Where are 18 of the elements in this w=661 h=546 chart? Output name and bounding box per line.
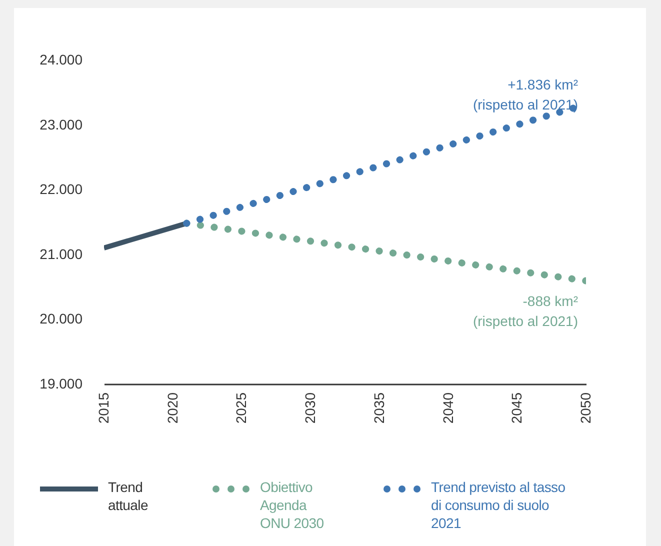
y-tick-label: 21.000: [40, 246, 83, 262]
x-tick-label: 2030: [302, 392, 318, 424]
y-tick-label: 20.000: [40, 310, 83, 327]
x-tick-label: 2025: [233, 392, 250, 424]
y-tick-label: 24.000: [40, 52, 83, 68]
y-tick-label: 23.000: [40, 116, 83, 132]
y-tick-label: 22.000: [40, 181, 83, 198]
x-tick-label: 2040: [440, 392, 456, 424]
x-tick-label: 2035: [370, 392, 387, 424]
legend-label: Trend previsto al tasso di consumo di suolo 2021: [431, 478, 566, 532]
x-tick-label: 2050: [578, 392, 594, 424]
annotation: -888 km² (rispetto al 2021): [472, 292, 578, 329]
x-tick-label: 2015: [96, 392, 112, 424]
x-tick-label: 2045: [508, 392, 525, 424]
legend-label: Obiettivo Agenda ONU 2030: [260, 478, 325, 532]
legend-label: Trend attuale: [108, 478, 149, 514]
y-tick-label: 19.000: [40, 376, 83, 392]
x-tick-label: 2020: [164, 392, 180, 424]
